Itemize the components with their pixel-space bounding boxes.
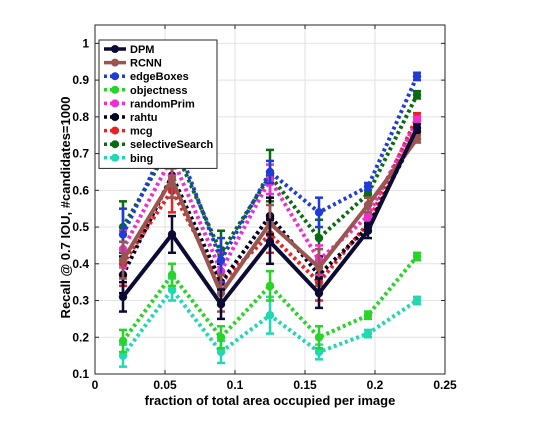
legend-item: bing [104,153,153,165]
legend-item: randomPrim [104,98,195,110]
data-point [363,189,373,199]
data-point [363,200,373,210]
y-tick-label: 0.5 [72,220,89,234]
data-point [363,311,373,320]
data-point [412,90,422,100]
y-tick-label: 1 [82,36,89,50]
data-point [412,252,422,261]
data-point [118,351,128,360]
legend-label: edgeBoxes [130,71,189,83]
legend-swatch-marker [111,113,119,121]
y-tick-label: 0.8 [72,110,89,124]
legend-swatch-marker [111,45,119,53]
x-axis-title: fraction of total area occupied per imag… [145,393,396,408]
data-point [412,116,422,125]
y-axis-title: Recall @ 0.7 IOU, #candidates=1000 [58,97,73,319]
legend-label: DPM [130,44,154,56]
data-point [167,175,177,184]
y-tick-label: 0.4 [72,257,89,271]
data-point [265,281,275,291]
legend-label: randomPrim [130,98,195,110]
legend-item: edgeBoxes [104,71,189,83]
data-point [314,208,324,217]
data-point [216,300,226,309]
data-point [167,270,177,280]
data-point [265,311,275,320]
data-point [314,263,324,272]
data-point [265,237,275,246]
x-tick-label: 0.2 [367,378,384,392]
data-point [118,292,128,302]
legend-swatch-marker [111,153,119,162]
data-point [167,285,177,294]
data-point [167,230,177,239]
series-objectness [118,251,422,354]
legend-swatch-marker [111,72,119,81]
y-tick-label: 0.7 [72,147,89,161]
data-point [216,347,226,357]
y-tick-label: 0.6 [72,183,89,197]
legend-label: mcg [130,126,153,138]
data-point [216,255,226,265]
data-point [314,233,324,243]
legend-item: RCNN [104,58,162,70]
x-tick-label: 0.1 [227,378,244,392]
data-point [265,167,275,177]
legend-item: mcg [104,126,153,138]
data-point [314,288,324,298]
legend-item: DPM [104,44,154,56]
series-DPM [118,122,422,321]
legend-swatch-marker [111,58,119,67]
x-tick-label: 0 [92,378,99,392]
x-tick-label: 0.05 [153,378,177,392]
legend-label: RCNN [130,58,162,70]
data-point [118,336,128,346]
legend-item: objectness [104,85,187,97]
legend-swatch-marker [111,126,119,135]
y-tick-label: 0.9 [72,73,89,87]
legend-label: rahtu [130,112,158,124]
data-point [412,72,422,81]
data-point [314,333,324,342]
axes-frame [94,24,446,375]
legend-label: bing [130,153,153,165]
legend-item: rahtu [104,112,158,124]
legend-swatch-marker [111,140,119,149]
data-point [363,182,373,191]
data-point [363,226,373,235]
data-point [363,211,373,221]
data-point [314,347,324,357]
data-point [118,255,128,265]
legend-swatch-marker [111,99,119,108]
legend-swatch-marker [111,85,119,94]
legend-label: objectness [130,85,187,97]
y-tick-label: 0.1 [72,367,89,381]
y-tick-label: 0.3 [72,294,89,308]
data-point [412,123,422,133]
legend-item: selectiveSearch [104,139,213,151]
data-point [118,230,128,239]
y-tick-label: 0.2 [72,330,89,344]
x-tick-label: 0.15 [293,378,317,392]
data-point [216,333,226,342]
data-point [363,329,373,338]
data-point [412,296,422,305]
legend-label: selectiveSearch [130,139,213,151]
x-tick-label: 0.25 [433,378,457,392]
